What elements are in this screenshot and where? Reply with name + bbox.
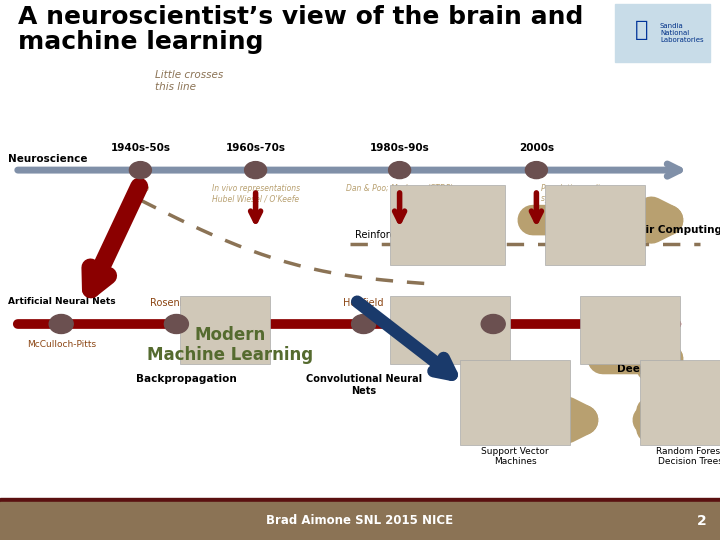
- Text: Convolutional Neural
Nets: Convolutional Neural Nets: [305, 374, 422, 396]
- Ellipse shape: [481, 314, 505, 334]
- Bar: [460, 360, 570, 445]
- Bar: [0, 498, 720, 502]
- Text: Backpropagation: Backpropagation: [136, 374, 237, 384]
- Bar: [0, 502, 720, 540]
- Text: machine learning: machine learning: [18, 30, 264, 54]
- Text: A neuroscientist’s view of the brain and: A neuroscientist’s view of the brain and: [18, 5, 583, 29]
- Bar: [390, 296, 510, 364]
- Ellipse shape: [130, 161, 151, 179]
- Bar: [640, 360, 720, 445]
- Bar: [545, 185, 645, 265]
- Ellipse shape: [164, 314, 189, 334]
- Text: Deep Learning: Deep Learning: [617, 364, 703, 374]
- Text: Brad Aimone SNL 2015 NICE: Brad Aimone SNL 2015 NICE: [266, 515, 454, 528]
- Bar: [390, 185, 505, 265]
- Ellipse shape: [526, 161, 547, 179]
- Text: Hopfield: Hopfield: [343, 298, 384, 308]
- Text: 2: 2: [697, 514, 707, 528]
- Text: Support Vector
Machines: Support Vector Machines: [481, 447, 549, 467]
- Text: Reinforcement Learning: Reinforcement Learning: [355, 230, 472, 240]
- Text: Rosenblatt: Rosenblatt: [150, 298, 202, 308]
- Text: ⬜: ⬜: [635, 20, 649, 40]
- Text: Random Forest
Decision Trees: Random Forest Decision Trees: [656, 447, 720, 467]
- Text: 1940s-50s: 1940s-50s: [110, 143, 171, 153]
- Text: Hinton: Hinton: [478, 340, 508, 349]
- Text: 1960s-70s: 1960s-70s: [225, 143, 286, 153]
- Text: Little crosses
this line: Little crosses this line: [155, 70, 223, 92]
- Text: Artificial Neural Nets: Artificial Neural Nets: [8, 297, 116, 306]
- Text: Neuroscience: Neuroscience: [8, 154, 88, 164]
- Ellipse shape: [351, 314, 376, 334]
- Text: 2000s: 2000s: [519, 143, 554, 153]
- Text: Modern
Machine Learning: Modern Machine Learning: [147, 326, 313, 365]
- Text: 1980s-90s: 1980s-90s: [370, 143, 429, 153]
- Text: Hebb: Hebb: [130, 184, 150, 193]
- Bar: [580, 296, 680, 364]
- Ellipse shape: [389, 161, 410, 179]
- Text: Sandia
National
Laboratories: Sandia National Laboratories: [660, 23, 703, 43]
- Ellipse shape: [245, 161, 266, 179]
- Text: McCulloch-Pitts: McCulloch-Pitts: [27, 340, 96, 349]
- Text: Dan & Poo; Markram (STDP): Dan & Poo; Markram (STDP): [346, 184, 453, 193]
- Bar: [180, 296, 270, 364]
- Bar: [615, 4, 710, 62]
- Text: In vivo representations
Hubel Wiesel / O'Keefe: In vivo representations Hubel Wiesel / O…: [212, 184, 300, 204]
- Text: Population coding,
synapto- and neurogenesis: Population coding, synapto- and neurogen…: [541, 184, 645, 204]
- Text: Reservoir Computing: Reservoir Computing: [598, 225, 720, 235]
- Ellipse shape: [49, 314, 73, 334]
